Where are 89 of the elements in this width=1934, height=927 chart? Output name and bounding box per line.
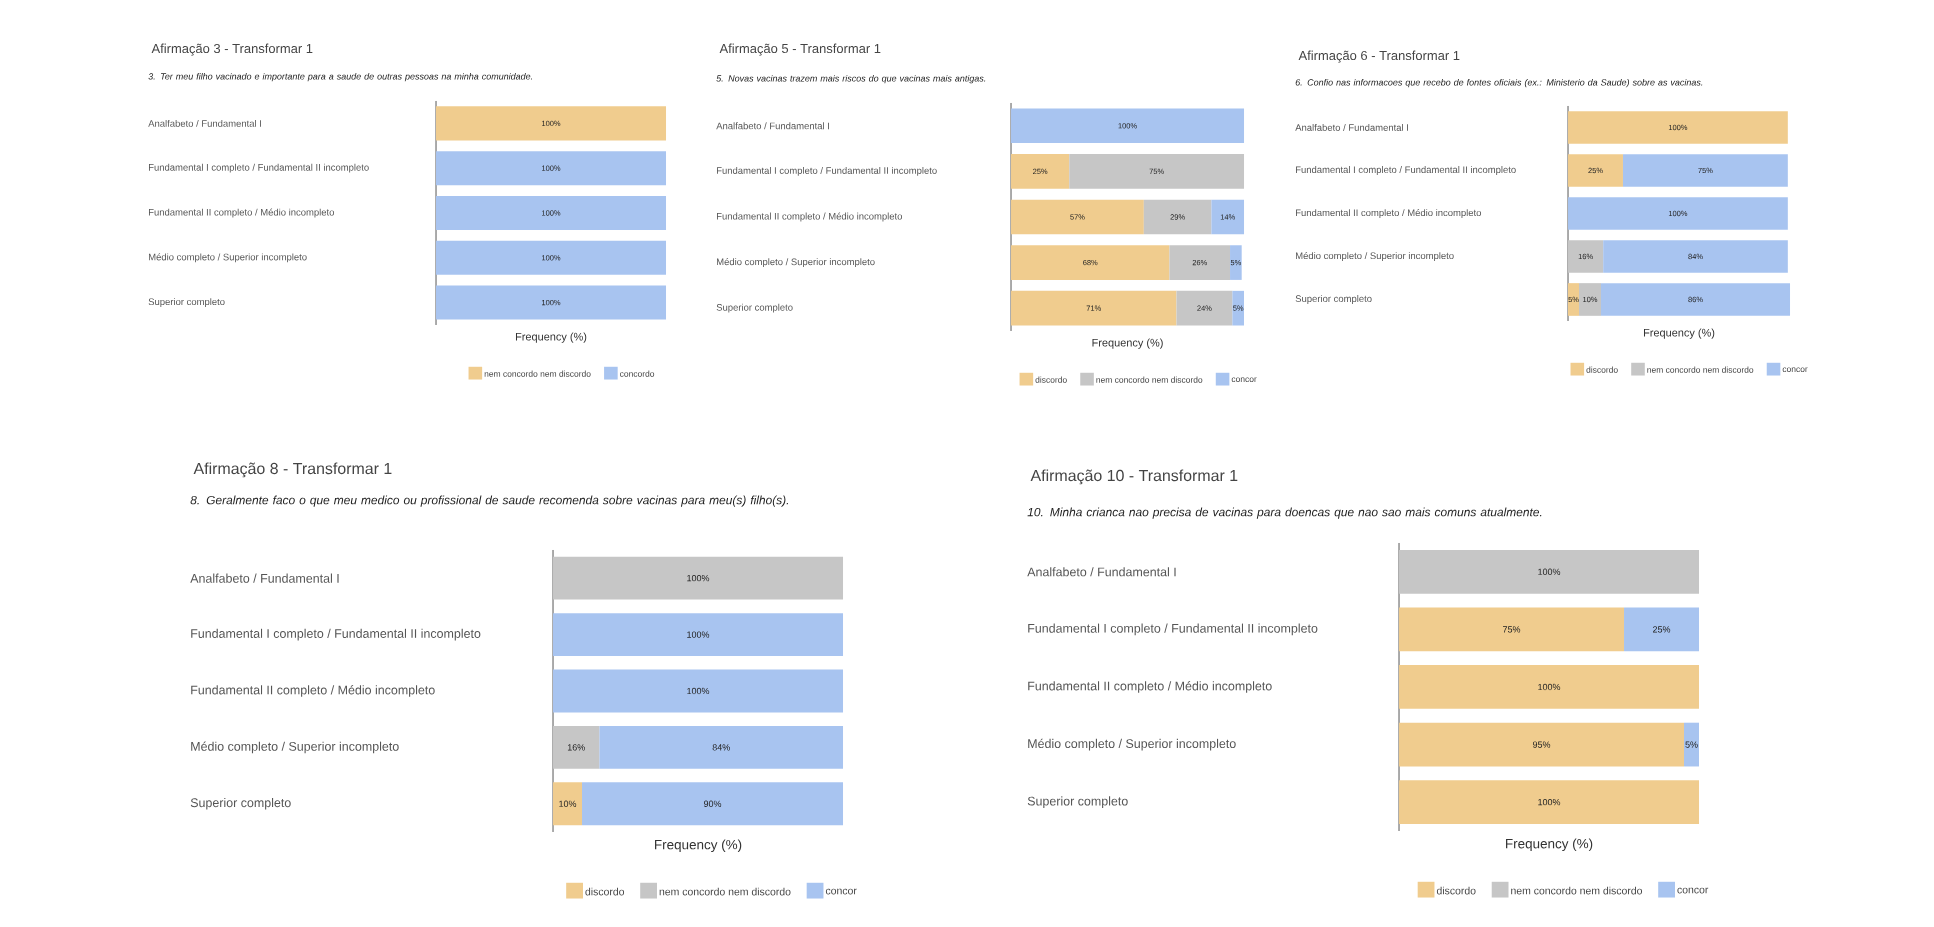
- text: Afirmação 8 - Transformar 1: [193, 462, 392, 478]
- y-tick-label: Superior completo: [190, 797, 291, 810]
- y-tick-label: Fundamental I completo / Fundamental II incompleto: [1028, 623, 1318, 636]
- bar: [1568, 283, 1580, 316]
- data-label: 10%: [559, 800, 577, 807]
- legend-label: nem concordo nem discordo: [484, 370, 591, 377]
- legend-label: nem concordo nem discordo: [1647, 366, 1754, 373]
- text: 5. Novas vacinas trazem mais riscos do que vacinas mais antigas.: [716, 74, 986, 84]
- legend-label: concor: [1677, 887, 1709, 894]
- y-tick-label: Fundamental II completo / Médio incompleto: [717, 212, 903, 222]
- bar: [1230, 245, 1242, 280]
- legend-label: nem concordo nem discordo: [1511, 886, 1643, 895]
- bar: [1622, 154, 1788, 187]
- data-label: 100%: [1538, 799, 1561, 806]
- legend-label: nem concordo nem discordo: [1096, 376, 1203, 383]
- chart-subtitle: 8. Geralmente faco o que meu medico ou profissional de saude recomenda sobre vacinas para meu(s) filho(s).: [190, 495, 789, 507]
- y-tick-label: Superior completo: [148, 298, 225, 307]
- bar: [1011, 245, 1170, 280]
- y-tick-label: Médio completo / Superior incompleto: [191, 741, 399, 754]
- legend-label: discordo: [585, 887, 625, 896]
- x-axis-title: Frequency (%): [655, 839, 742, 853]
- text: Afirmação 6 - Transformar 1: [1298, 50, 1460, 63]
- data-label: 100%: [687, 631, 710, 638]
- bar: [1011, 108, 1245, 144]
- bar: [1011, 154, 1070, 189]
- text: Afirmação 5 - Transformar 1: [719, 43, 881, 56]
- legend-label: discordo: [1035, 376, 1067, 383]
- legend-label: discordo: [1586, 366, 1618, 373]
- y-tick-label: Médio completo / Superior incompleto: [148, 253, 307, 263]
- data-label: 16%: [567, 744, 585, 751]
- text: 3. Ter meu filho vacinado e importante para a saude de outras pessoas na minha comunidade.: [148, 72, 532, 82]
- text: Afirmação 10 - Transformar 1: [1030, 469, 1238, 485]
- legend-label: concor: [1782, 367, 1808, 373]
- x-axis-title: Frequency (%): [1092, 338, 1163, 349]
- data-label: 100%: [687, 575, 710, 582]
- y-tick-label: Analfabeto / Fundamental I: [190, 573, 339, 583]
- legend-label: discordo: [1436, 886, 1476, 895]
- bar: [1579, 283, 1601, 316]
- bar: [1069, 154, 1245, 189]
- bar: [1211, 199, 1245, 235]
- x-axis-title: Frequency (%): [1644, 328, 1715, 339]
- data-label: 84%: [712, 744, 730, 751]
- x-axis-title: Frequency (%): [515, 332, 587, 343]
- bar: [1169, 245, 1231, 280]
- bar: [1603, 240, 1788, 273]
- legend-label: concor: [1231, 377, 1257, 383]
- bar: [1568, 197, 1788, 230]
- text: 10. Minha crianca nao precisa de vacinas para doencas que nao sao mais comuns atualmente.: [1027, 507, 1542, 519]
- text: Afirmação 3 - Transformar 1: [151, 43, 313, 56]
- bar: [1232, 290, 1245, 326]
- y-tick-label: Fundamental II completo / Médio incompleto: [148, 208, 335, 218]
- data-label: 5%: [1685, 741, 1698, 748]
- bar: [1568, 111, 1788, 144]
- y-tick-label: Fundamental II completo / Médio incompleto: [1296, 209, 1482, 218]
- data-label: 100%: [1538, 568, 1561, 575]
- chart-subtitle: 6. Confio nas informacoes que recebo de fontes oficiais (ex.: Ministerio da Saude) sobre as vacinas.: [1295, 78, 1703, 88]
- y-tick-label: Médio completo / Superior incompleto: [1028, 738, 1236, 751]
- y-tick-label: Analfabeto / Fundamental I: [1295, 124, 1408, 131]
- y-tick-label: Fundamental I completo / Fundamental II incompleto: [1296, 166, 1516, 175]
- y-tick-label: Analfabeto / Fundamental I: [148, 119, 261, 127]
- y-tick-label: Fundamental I completo / Fundamental II incompleto: [191, 628, 481, 641]
- legend-label: concor: [825, 888, 857, 895]
- legend-label: nem concordo nem discordo: [659, 887, 791, 896]
- y-tick-label: Médio completo / Superior incompleto: [717, 258, 875, 268]
- y-tick-label: Analfabeto / Fundamental I: [716, 122, 829, 130]
- legend-label: concordo: [620, 370, 655, 377]
- data-label: 90%: [703, 800, 722, 807]
- data-label: 25%: [1653, 626, 1671, 633]
- bar: [1011, 290, 1177, 326]
- y-tick-label: Fundamental II completo / Médio incompleto: [1028, 681, 1272, 693]
- data-label: 100%: [1538, 683, 1561, 691]
- y-tick-label: Fundamental I completo / Fundamental II incompleto: [717, 166, 937, 176]
- bar: [1568, 154, 1623, 187]
- y-tick-label: Superior completo: [1027, 796, 1128, 808]
- bar: [1011, 199, 1144, 235]
- bar: [1568, 240, 1604, 273]
- data-label: 95%: [1532, 741, 1551, 748]
- y-tick-label: Fundamental I completo / Fundamental II incompleto: [148, 163, 369, 173]
- data-label: 75%: [1503, 626, 1521, 633]
- bar: [1600, 283, 1791, 316]
- bar: [1143, 199, 1212, 235]
- y-tick-label: Fundamental II completo / Médio incompleto: [191, 685, 435, 697]
- y-tick-label: Superior completo: [1295, 295, 1372, 304]
- y-tick-label: Superior completo: [716, 303, 793, 313]
- bar: [1176, 290, 1233, 326]
- y-tick-label: Analfabeto / Fundamental I: [1027, 567, 1176, 577]
- y-tick-label: Médio completo / Superior incompleto: [1296, 252, 1454, 261]
- x-axis-title: Frequency (%): [1506, 838, 1593, 852]
- data-label: 100%: [687, 687, 710, 695]
